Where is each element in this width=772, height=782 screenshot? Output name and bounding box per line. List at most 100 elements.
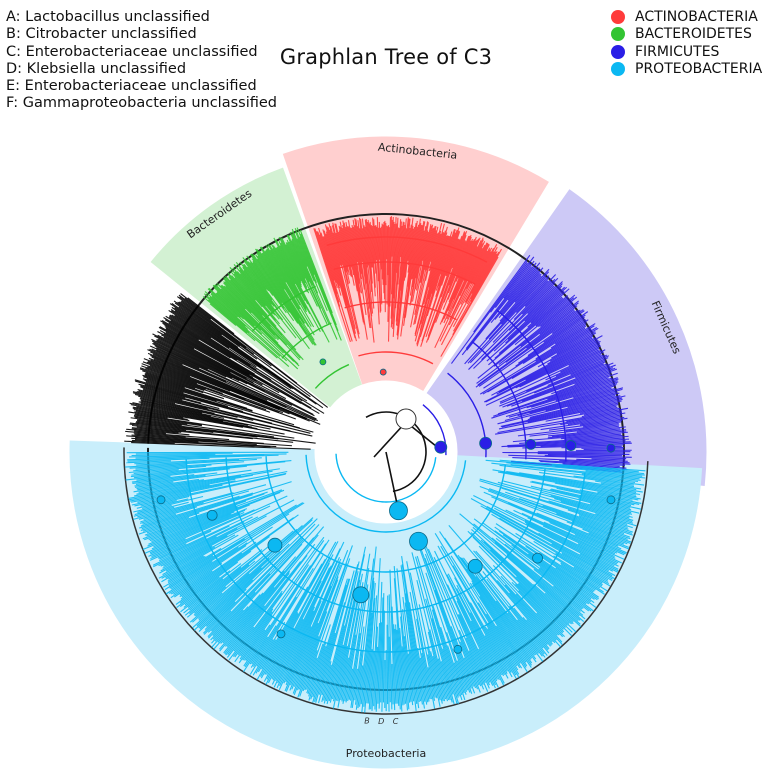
proteobacteria-leaf (486, 505, 616, 577)
proteobacteria-leaf (318, 602, 346, 695)
firmicutes-leaf (461, 266, 533, 356)
bacteroidetes-leaf (227, 272, 297, 351)
bacteroidetes-leaf (276, 247, 306, 302)
proteobacteria-leaf (440, 545, 517, 676)
proteobacteria-leaf (351, 668, 359, 709)
proteobacteria-leaf (533, 568, 584, 609)
firmicutes-leaf (497, 392, 620, 425)
bacteroidetes-leaf (296, 227, 339, 332)
key-item-e: E: Enterobacteriaceae unclassified (6, 78, 257, 95)
proteobacteria-leaf (260, 541, 337, 677)
bacteroidetes-leaf (279, 245, 302, 288)
proteobacteria-leaf (466, 568, 533, 664)
unclassified-leaf (142, 389, 183, 401)
unclassified-leaf (125, 430, 230, 441)
bacteroidetes-leaf (269, 244, 307, 311)
proteobacteria-leaf (211, 543, 303, 644)
firmicutes-leaf (515, 277, 550, 313)
bacteroidetes-leaf (239, 269, 280, 320)
proteobacteria-leaf (222, 570, 285, 644)
proteobacteria-leaf (437, 545, 508, 672)
unclassified-leaf (156, 338, 248, 385)
actinobacteria-leaf (449, 242, 488, 320)
unclassified-leaf (143, 376, 253, 412)
bacteroidetes-leaf (288, 241, 328, 325)
bacteroidetes-leaf (291, 234, 319, 294)
unclassified-leaf (139, 367, 271, 413)
proteobacteria-leaf (144, 512, 241, 554)
firmicutes-leaf (559, 460, 631, 465)
proteobacteria-leaf (571, 520, 631, 544)
proteobacteria-leaf (595, 513, 637, 527)
proteobacteria-leaf (285, 600, 322, 683)
leaf-marker-d: D (378, 717, 384, 726)
proteobacteria-leaf (431, 618, 454, 695)
firmicutes-leaf (538, 297, 575, 328)
proteobacteria-leaf (203, 601, 236, 634)
bacteroidetes-leaf (291, 240, 330, 324)
proteobacteria-leaf (495, 600, 537, 656)
proteobacteria-leaf (179, 576, 220, 608)
proteobacteria-leaf (497, 481, 630, 519)
proteobacteria-leaf (579, 489, 633, 501)
proteobacteria-leaf (142, 513, 232, 550)
proteobacteria-leaf (409, 591, 430, 702)
actinobacteria-leaf (407, 228, 415, 273)
proteobacteria-leaf (478, 545, 565, 633)
proteobacteria-leaf (345, 553, 371, 703)
actinobacteria-leaf (374, 225, 378, 261)
firmicutes-leaf (568, 349, 602, 367)
proteobacteria-leaf (469, 612, 505, 677)
actinobacteria-leaf (445, 238, 459, 276)
proteobacteria-leaf (277, 541, 345, 684)
firmicutes-leaf (499, 363, 605, 407)
unclassified-leaf (137, 419, 182, 427)
proteobacteria-leaf (463, 657, 477, 689)
unclassified-leaf (184, 297, 329, 408)
proteobacteria-leaf (275, 565, 332, 682)
firmicutes-node (606, 443, 616, 453)
proteobacteria-leaf (391, 664, 394, 705)
legend-swatch (611, 44, 625, 59)
proteobacteria-leaf (430, 651, 443, 704)
proteobacteria-leaf (513, 509, 615, 558)
proteobacteria-leaf (485, 507, 613, 580)
bacteroidetes-leaf (265, 250, 312, 327)
actinobacteria-leaf (420, 224, 434, 283)
proteobacteria-leaf (150, 538, 186, 555)
actinobacteria-leaf (403, 228, 411, 281)
legend-item-bacteroidetes: BACTEROIDETES (611, 26, 762, 43)
unclassified-leaf (144, 379, 295, 426)
bacteroidetes-leaf (220, 285, 279, 344)
proteobacteria-branch-arc (305, 454, 467, 533)
bacteroidetes-leaf (236, 271, 267, 307)
unclassified-leaf (165, 315, 238, 361)
actinobacteria-leaf (453, 246, 478, 300)
bacteroidetes-leaf (224, 281, 280, 340)
firmicutes-leaf (556, 331, 596, 355)
proteobacteria-leaf (140, 490, 250, 523)
actinobacteria-leaf (427, 232, 448, 300)
proteobacteria-leaf (158, 546, 216, 579)
proteobacteria-node (606, 495, 616, 505)
proteobacteria-leaf (342, 607, 360, 704)
firmicutes-leaf (508, 387, 612, 418)
proteobacteria-leaf (214, 609, 244, 642)
proteobacteria-leaf (496, 580, 553, 645)
bacteroidetes-leaf (250, 253, 314, 345)
proteobacteria-leaf (401, 556, 426, 709)
proteobacteria-leaf (161, 534, 239, 579)
unclassified-leaf (129, 402, 224, 422)
proteobacteria-leaf (361, 581, 375, 713)
firmicutes-leaf (502, 267, 544, 315)
bacteroidetes-leaf (256, 248, 305, 324)
proteobacteria-leaf (374, 646, 379, 710)
bacteroidetes-leaf (225, 277, 272, 328)
actinobacteria-leaf (332, 222, 344, 266)
actinobacteria-leaf (352, 226, 367, 316)
proteobacteria-leaf (183, 566, 242, 614)
proteobacteria-leaf (184, 570, 231, 606)
firmicutes-leaf (530, 437, 624, 445)
firmicutes-leaf (493, 303, 573, 367)
